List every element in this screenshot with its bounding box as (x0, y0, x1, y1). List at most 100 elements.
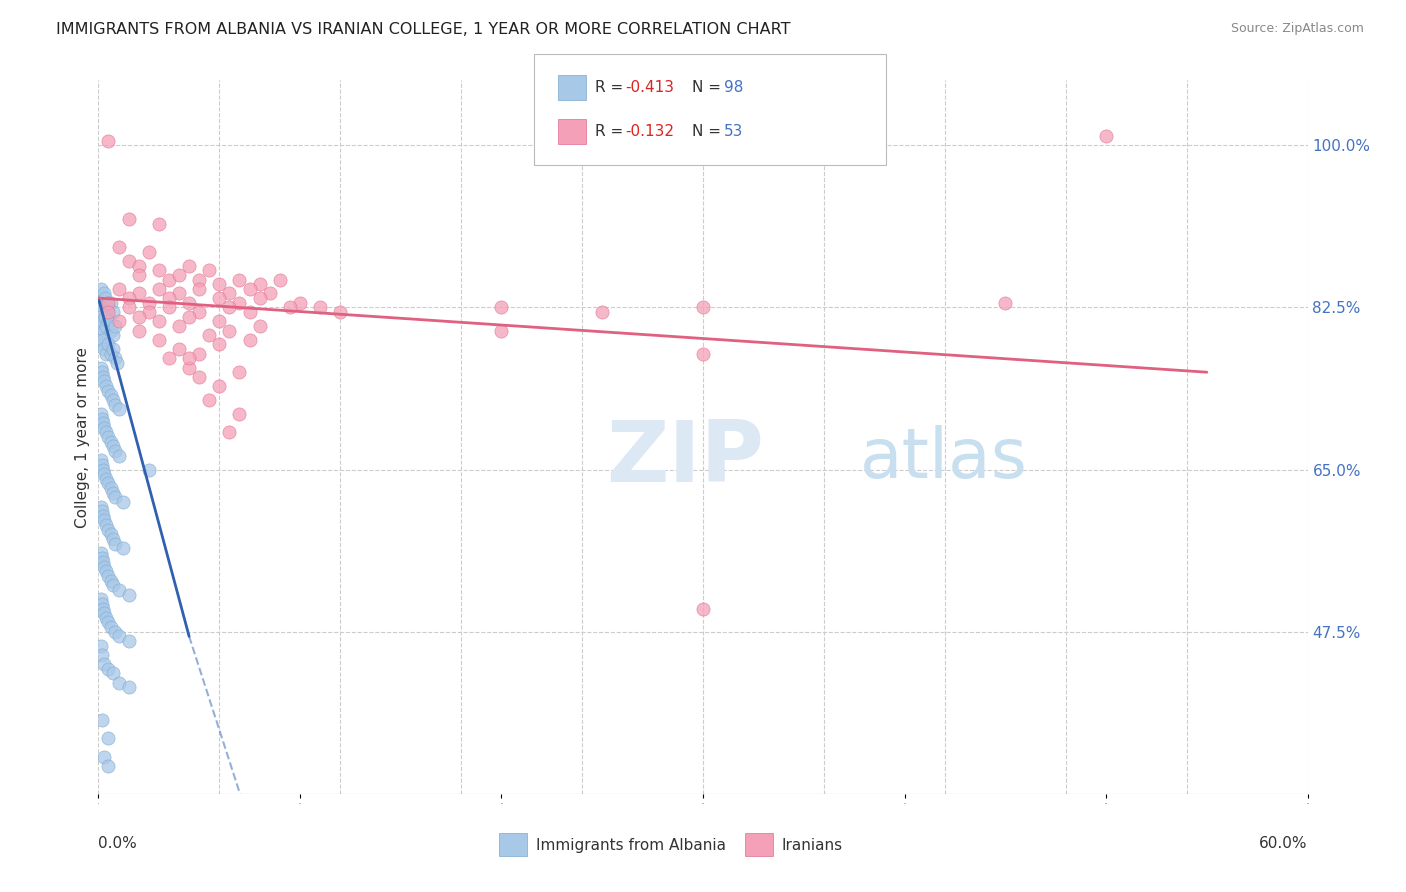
Point (105, 356, 128, 370)
Point (90, 500, 112, 514)
Point (90, 546, 112, 560)
Point (93, 342, 115, 356)
Point (94, 310, 117, 324)
Point (128, 268, 150, 282)
Point (208, 337, 231, 351)
Point (93, 369, 115, 384)
Point (239, 282, 262, 296)
Point (148, 217, 170, 231)
Text: 60.0%: 60.0% (1260, 836, 1308, 851)
Point (91, 458, 114, 472)
Text: ZIP: ZIP (606, 417, 763, 500)
Text: atlas: atlas (860, 425, 1028, 492)
Point (994, 295, 1017, 310)
Point (103, 351, 125, 366)
Point (107, 240, 129, 254)
Point (97, 134, 120, 148)
Point (111, 541, 134, 556)
Point (96, 318, 118, 333)
Point (101, 666, 124, 681)
Point (97, 476, 120, 491)
Point (128, 324, 150, 338)
Point (97, 523, 120, 537)
Text: Immigrants from Albania: Immigrants from Albania (536, 838, 725, 853)
Point (138, 295, 160, 310)
Point (309, 301, 332, 315)
Point (107, 449, 129, 463)
Point (93, 314, 115, 328)
Point (101, 439, 124, 453)
Point (188, 346, 211, 360)
Point (101, 392, 124, 407)
Point (111, 495, 134, 509)
Point (97, 337, 120, 351)
Point (208, 277, 231, 292)
Point (97, 569, 120, 583)
Point (97, 662, 120, 676)
Point (218, 324, 240, 338)
Point (100, 295, 122, 310)
Point (91, 411, 114, 425)
Point (93, 508, 115, 523)
Point (118, 301, 141, 315)
Point (167, 342, 190, 356)
Point (239, 333, 262, 347)
Point (93, 555, 115, 569)
Point (188, 272, 211, 286)
Point (97, 430, 120, 444)
Point (118, 291, 141, 305)
Point (218, 425, 240, 440)
Text: IMMIGRANTS FROM ALBANIA VS IRANIAN COLLEGE, 1 YEAR OR MORE CORRELATION CHART: IMMIGRANTS FROM ALBANIA VS IRANIAN COLLE… (56, 22, 790, 37)
Point (167, 318, 190, 333)
Point (188, 305, 211, 319)
Point (97, 305, 120, 319)
Point (107, 282, 129, 296)
Text: 98: 98 (724, 80, 744, 95)
Point (118, 254, 141, 268)
Point (96, 379, 118, 393)
Point (93, 324, 115, 338)
Point (96, 346, 118, 360)
Point (100, 388, 122, 402)
Point (93, 333, 115, 347)
Point (228, 272, 250, 286)
Point (91, 295, 114, 310)
Text: 53: 53 (724, 124, 744, 138)
Point (94, 291, 117, 305)
Point (101, 485, 124, 500)
Point (93, 462, 115, 476)
Point (91, 365, 114, 379)
Point (93, 416, 115, 430)
Point (97, 731, 120, 746)
Point (107, 402, 129, 417)
Point (179, 259, 201, 273)
Point (93, 601, 115, 615)
Point (118, 634, 141, 648)
Point (491, 324, 513, 338)
Point (179, 295, 201, 310)
Point (96, 472, 118, 486)
Point (96, 305, 118, 319)
Point (97, 384, 120, 398)
Y-axis label: College, 1 year or more: College, 1 year or more (75, 347, 90, 527)
Point (101, 328, 124, 343)
Point (591, 305, 613, 319)
Point (118, 588, 141, 602)
Point (148, 314, 170, 328)
Point (97, 314, 120, 328)
Point (101, 342, 124, 356)
Point (138, 244, 160, 259)
Point (100, 346, 122, 360)
Text: 0.0%: 0.0% (98, 836, 138, 851)
Point (107, 314, 129, 328)
Point (179, 351, 201, 366)
Point (103, 398, 125, 412)
Point (218, 286, 240, 301)
Point (208, 291, 231, 305)
Point (188, 282, 211, 296)
Point (90, 333, 112, 347)
Point (100, 481, 122, 495)
Point (101, 305, 124, 319)
Point (90, 310, 112, 324)
Text: -0.132: -0.132 (626, 124, 675, 138)
